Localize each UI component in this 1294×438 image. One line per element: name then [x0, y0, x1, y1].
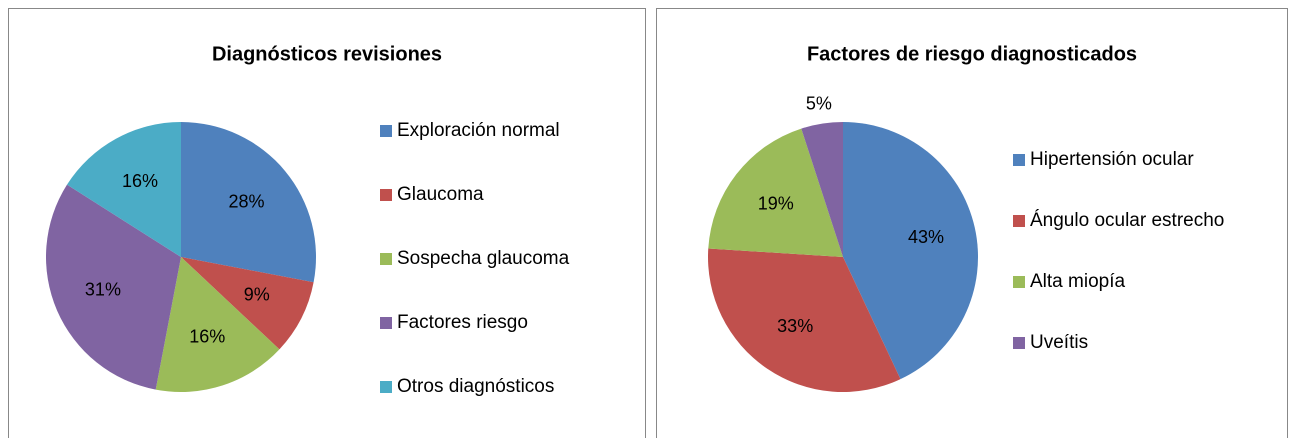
pie-slice — [708, 248, 901, 392]
pie-slice — [708, 128, 843, 257]
data-label: 16% — [189, 327, 225, 347]
legend-label: Alta miopía — [1030, 271, 1125, 292]
legend-swatch — [380, 253, 392, 265]
pie-slice — [181, 257, 314, 350]
legend-swatch — [1013, 154, 1025, 166]
data-label: 9% — [244, 284, 270, 304]
legend-label: Glaucoma — [397, 184, 484, 205]
legend-label: Uveítis — [1030, 332, 1088, 353]
legend-swatch — [1013, 276, 1025, 288]
pie-slice — [67, 122, 181, 257]
legend-swatch — [380, 317, 392, 329]
legend-label: Otros diagnósticos — [397, 376, 554, 397]
data-label: 43% — [908, 227, 944, 247]
legend-swatch — [380, 125, 392, 137]
legend-label: Sospecha glaucoma — [397, 248, 570, 269]
legend-swatch — [380, 189, 392, 201]
data-label: 16% — [122, 171, 158, 191]
pie-slice — [801, 122, 843, 257]
legend-label: Hipertensión ocular — [1030, 149, 1194, 170]
pie-slice — [181, 122, 316, 283]
data-label: 31% — [85, 280, 121, 300]
legend-label: Factores riesgo — [397, 312, 528, 333]
legend-swatch — [1013, 337, 1025, 349]
pie-slice — [46, 184, 182, 390]
pie-slice — [843, 122, 978, 380]
data-label: 33% — [777, 316, 813, 336]
data-label: 28% — [229, 192, 265, 212]
data-label: 5% — [806, 94, 832, 114]
legend-swatch — [1013, 215, 1025, 227]
chart-title: Factores de riesgo diagnosticados — [807, 43, 1137, 65]
data-label: 19% — [758, 194, 794, 214]
pie-slice — [155, 257, 280, 392]
chart-title: Diagnósticos revisiones — [212, 43, 442, 65]
legend-label: Exploración normal — [397, 120, 560, 141]
legend-label: Ángulo ocular estrecho — [1030, 210, 1224, 231]
legend-swatch — [380, 381, 392, 393]
